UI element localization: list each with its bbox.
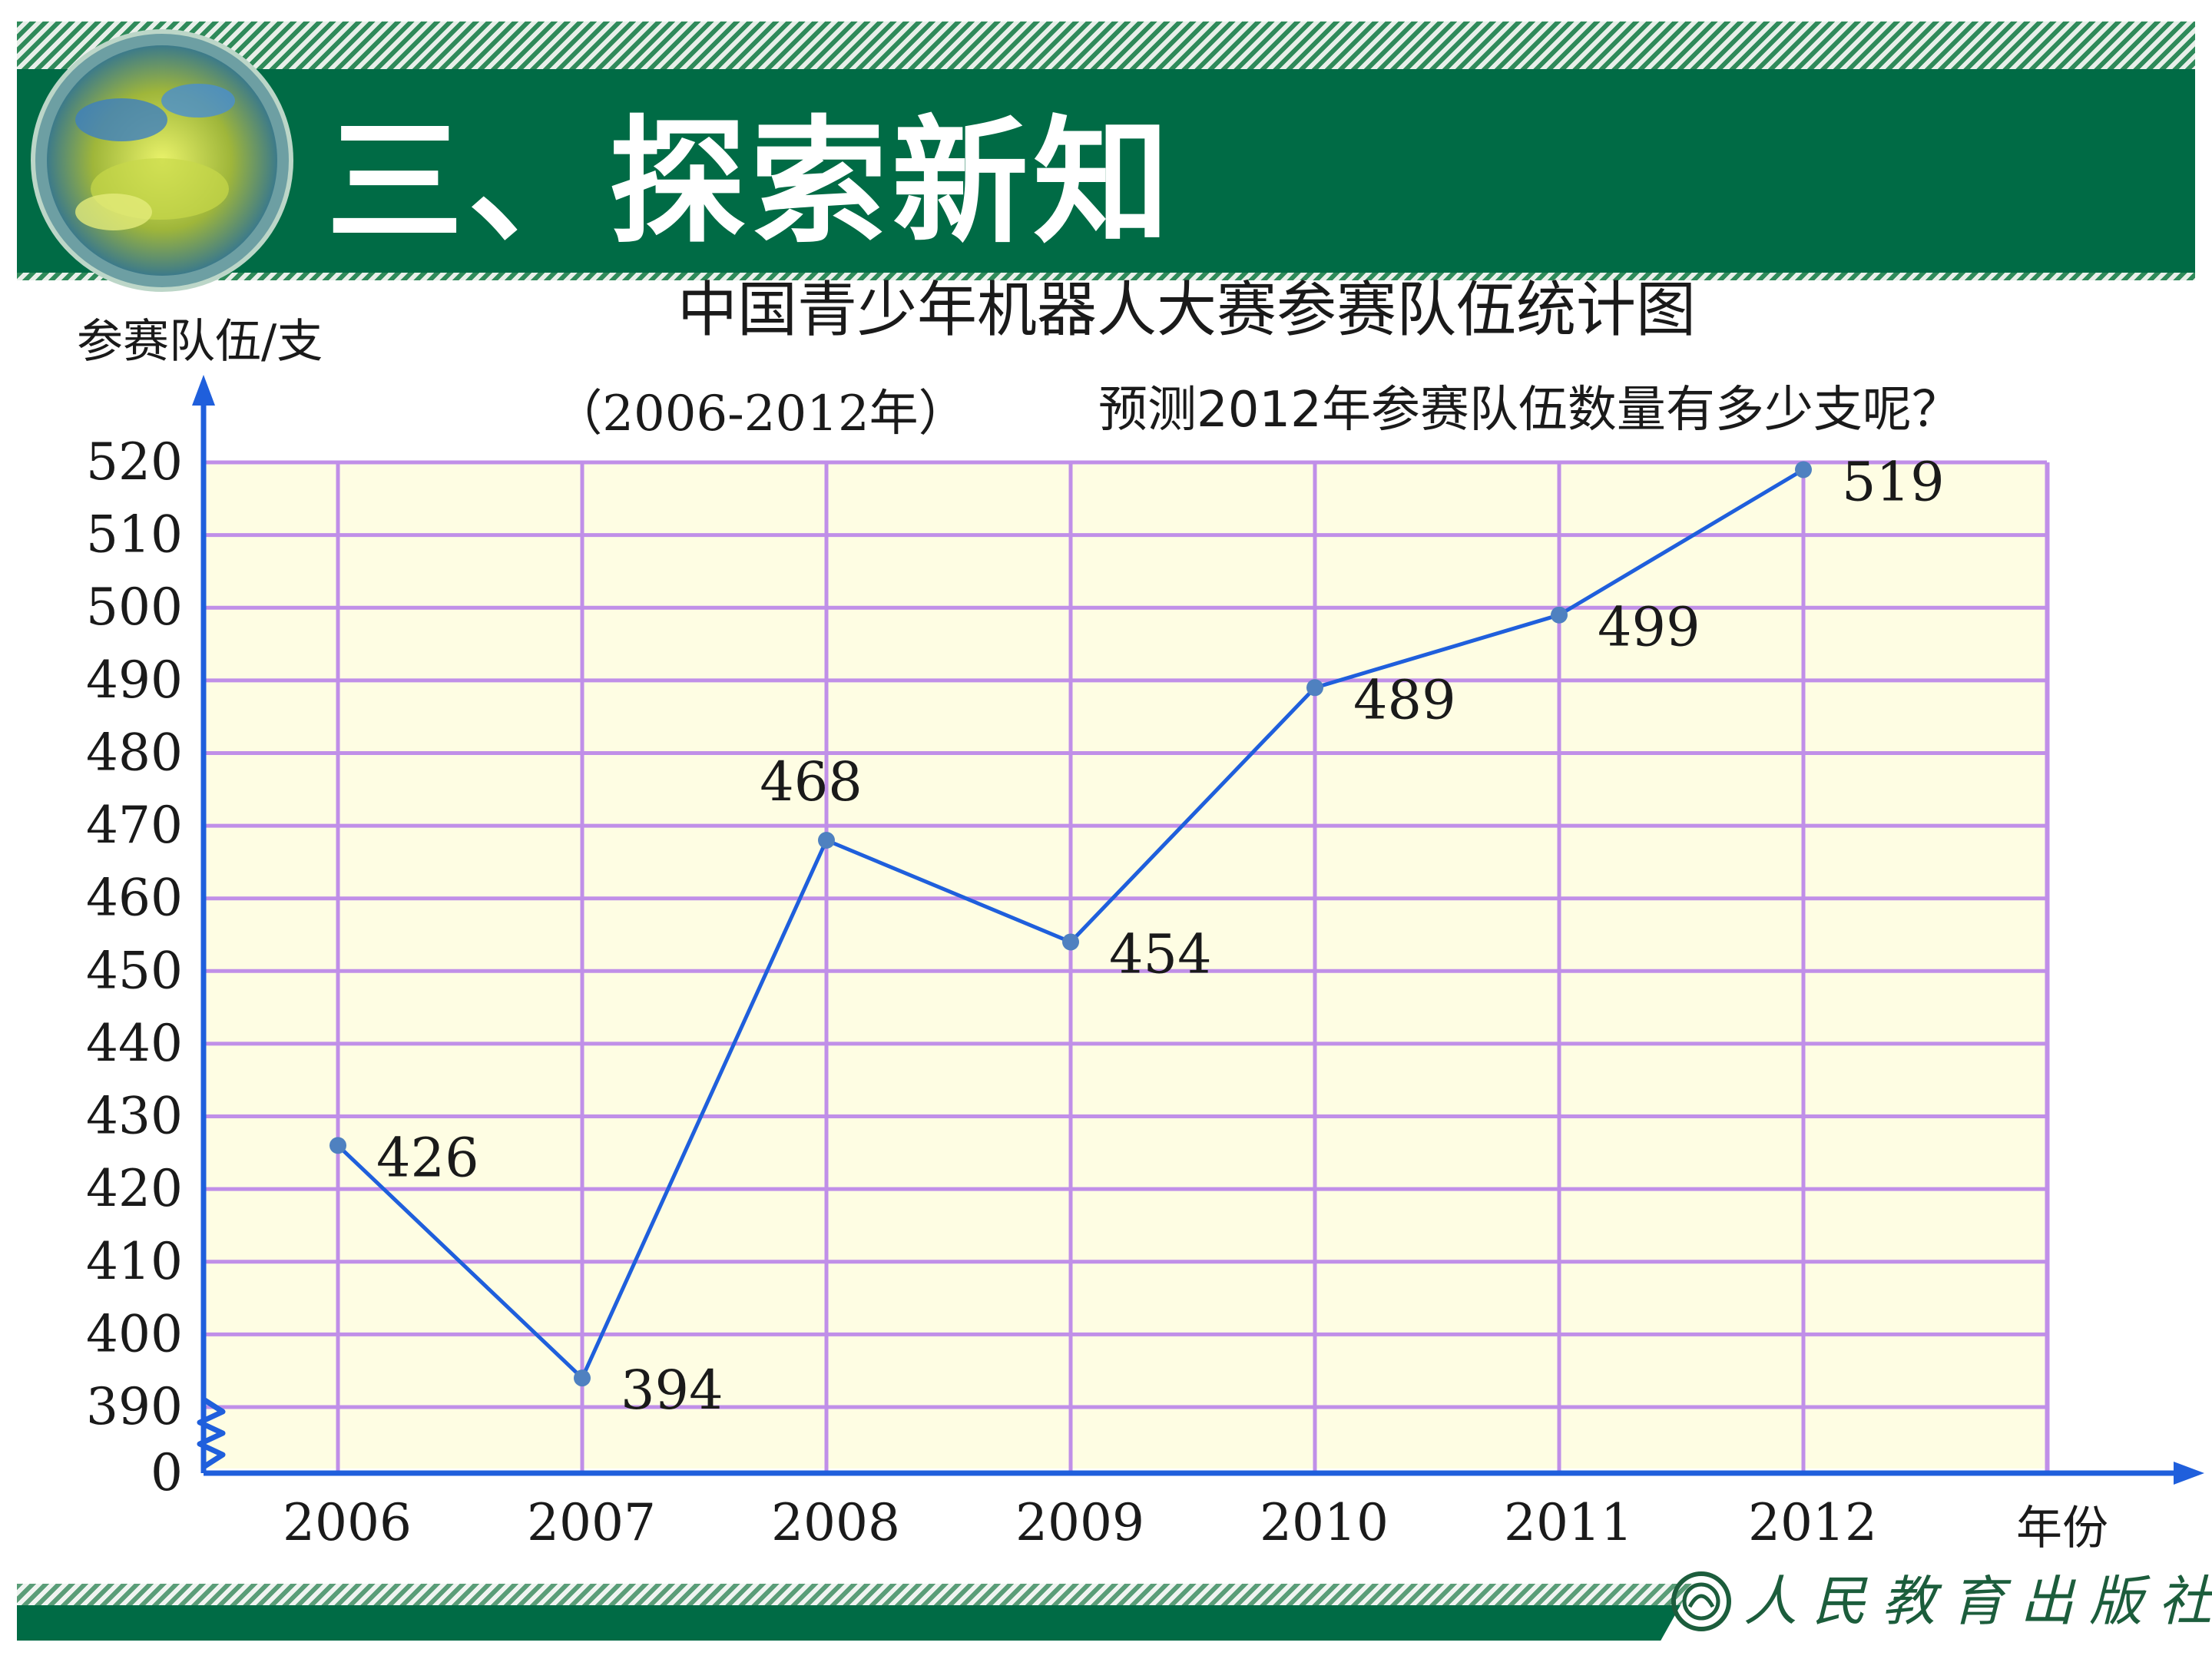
y-tick-label: 410 [86, 1232, 183, 1291]
data-point [329, 1137, 346, 1154]
y-tick-label: 450 [86, 941, 183, 1000]
data-point [1551, 606, 1568, 624]
data-point [1795, 461, 1812, 478]
data-label: 454 [1109, 922, 1212, 985]
y-tick-label: 460 [86, 869, 183, 928]
chart-subtitle: （2006-2012年） [553, 386, 967, 442]
plot-background [204, 461, 2047, 1469]
x-tick-label: 2012 [1748, 1493, 1877, 1552]
y-axis-break-icon [197, 1397, 226, 1469]
x-tick-label: 2009 [1015, 1493, 1144, 1552]
x-tick-labels: 2006 2007 2008 2009 2010 2011 2012 [283, 1493, 1877, 1552]
data-label: 519 [1842, 450, 1945, 513]
data-point [818, 832, 835, 849]
math-logo-icon [31, 29, 293, 292]
y-tick-label: 440 [86, 1014, 183, 1073]
data-point [1062, 933, 1079, 951]
header-bottom-stripe [17, 273, 2195, 280]
header-bar [17, 69, 2195, 273]
data-label: 489 [1353, 668, 1456, 731]
data-labels: 426 394 468 454 489 499 519 [376, 450, 1945, 1422]
y-tick-labels: 0 390 400 410 420 430 440 450 460 470 480 490 500 510… [86, 432, 183, 1502]
data-label: 394 [621, 1359, 724, 1422]
chart-title: 中国青少年机器人大赛参赛队伍统计图 [677, 276, 1696, 345]
forecast-question: 预测2012年参赛队伍数量有多少支呢？ [1098, 382, 1961, 439]
data-point [1306, 679, 1323, 697]
y-tick-label: 500 [86, 578, 183, 637]
y-tick-label: 430 [86, 1087, 183, 1146]
data-label: 468 [760, 750, 863, 813]
publisher-logo-icon [1671, 1571, 1731, 1631]
y-axis-label: 参赛队伍/支 [77, 315, 323, 369]
y-tick-label: 490 [86, 651, 183, 710]
x-tick-label: 2010 [1260, 1493, 1389, 1552]
y-tick-label: 0 [151, 1443, 183, 1502]
y-tick-label: 420 [86, 1159, 183, 1218]
x-axis-label: 年份 [2016, 1502, 2108, 1555]
y-tick-label: 400 [86, 1304, 183, 1363]
header-stripe [17, 22, 2195, 69]
y-axis-arrow-icon [192, 375, 215, 406]
grid-lines [204, 460, 2050, 1473]
series-points [329, 461, 1812, 1387]
y-tick-label: 390 [86, 1377, 183, 1436]
publisher-name: 人民教育出版社 [1743, 1570, 2212, 1633]
x-tick-label: 2011 [1504, 1493, 1633, 1552]
x-tick-label: 2008 [771, 1493, 900, 1552]
data-label: 426 [376, 1126, 479, 1189]
publisher-area [1659, 1567, 2197, 1644]
x-axis-arrow-icon [2174, 1462, 2204, 1485]
page-title: 三、探索新知 [326, 103, 1174, 262]
x-tick-label: 2006 [283, 1493, 412, 1552]
y-tick-label: 510 [86, 505, 183, 565]
y-tick-label: 480 [86, 723, 183, 782]
x-tick-label: 2007 [527, 1493, 656, 1552]
data-label: 499 [1598, 596, 1700, 659]
y-tick-label: 470 [86, 796, 183, 855]
y-tick-label: 520 [86, 432, 183, 492]
data-point [574, 1369, 591, 1387]
